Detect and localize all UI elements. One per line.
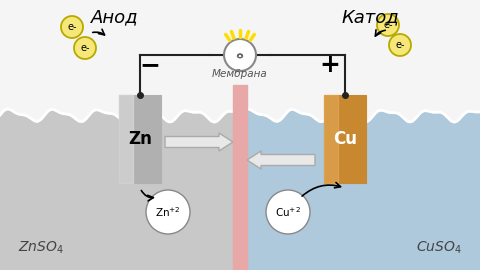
Bar — [119, 95, 161, 183]
Bar — [119, 95, 133, 183]
Text: Zn: Zn — [128, 130, 152, 148]
Text: Cu$^{+2}$: Cu$^{+2}$ — [275, 205, 301, 219]
Bar — [324, 95, 338, 183]
Text: Мембрана: Мембрана — [212, 69, 268, 79]
Bar — [233, 85, 247, 270]
Circle shape — [146, 190, 190, 234]
Circle shape — [377, 14, 399, 36]
Text: e-: e- — [383, 20, 393, 30]
Text: e-: e- — [395, 40, 405, 50]
Circle shape — [224, 39, 256, 71]
FancyArrow shape — [247, 151, 315, 169]
Circle shape — [266, 190, 310, 234]
Text: Анод: Анод — [91, 8, 139, 26]
Text: ZnSO$_4$: ZnSO$_4$ — [18, 239, 64, 256]
Bar — [0, 105, 240, 270]
Text: e-: e- — [80, 43, 90, 53]
Text: −: − — [140, 53, 160, 77]
Circle shape — [389, 34, 411, 56]
Text: +: + — [320, 53, 340, 77]
FancyArrow shape — [165, 133, 233, 151]
Text: e-: e- — [67, 22, 77, 32]
Bar — [324, 95, 366, 183]
Text: Катод: Катод — [341, 8, 399, 26]
Text: CuSO$_4$: CuSO$_4$ — [416, 239, 462, 256]
Circle shape — [74, 37, 96, 59]
Text: Zn$^{+2}$: Zn$^{+2}$ — [155, 205, 181, 219]
Text: Cu: Cu — [333, 130, 357, 148]
Circle shape — [61, 16, 83, 38]
Bar — [240, 105, 480, 270]
